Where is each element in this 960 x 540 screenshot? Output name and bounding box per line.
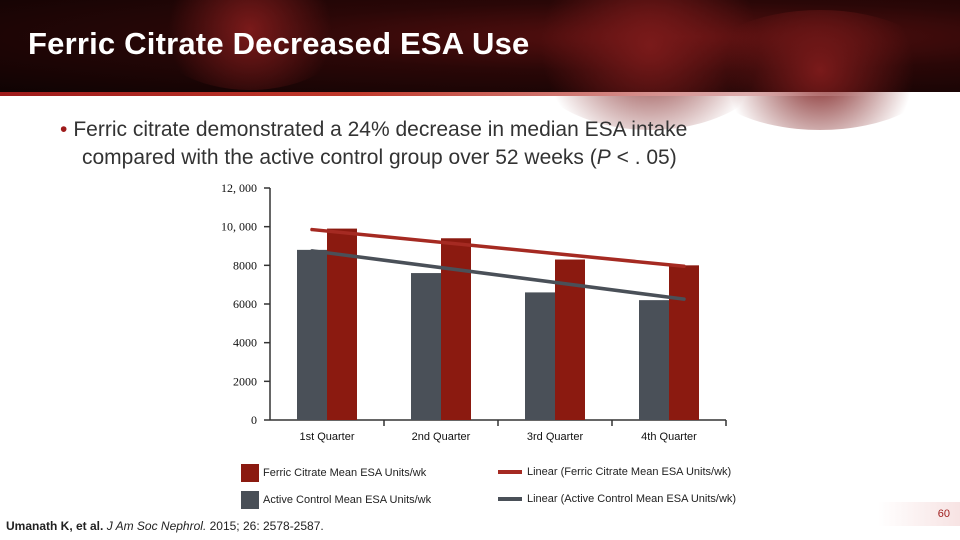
bar-active-control xyxy=(411,273,441,420)
y-tick-label: 4000 xyxy=(233,336,257,350)
legend-active-trend: Linear (Active Control Mean ESA Units/wk… xyxy=(498,493,736,505)
bar-active-control xyxy=(297,249,327,420)
slide-title: Ferric Citrate Decreased ESA Use xyxy=(28,26,530,61)
y-tick-label: 6000 xyxy=(233,297,257,311)
x-category-label: 2nd Quarter xyxy=(412,431,471,443)
bullet-dot: • xyxy=(60,118,68,141)
slide-header xyxy=(0,0,960,130)
citation-details: 2015; 26: 2578-2587. xyxy=(206,519,324,533)
legend-ferric-trend-label: Linear (Ferric Citrate Mean ESA Units/wk… xyxy=(527,466,732,478)
legend-active-swatch xyxy=(241,491,259,509)
trendline-active xyxy=(310,249,686,301)
legend-active: Active Control Mean ESA Units/wk xyxy=(241,491,431,509)
y-tick-label: 12, 000 xyxy=(221,181,257,195)
bullet-line2: compared with the active control group o… xyxy=(60,144,880,172)
bullet-text: • Ferric citrate demonstrated a 24% decre… xyxy=(60,116,880,172)
bullet-line2-text: compared with the active control group o… xyxy=(82,146,597,169)
x-category-label: 3rd Quarter xyxy=(527,431,584,443)
accent-bar xyxy=(0,92,885,96)
legend-ferric-trend: Linear (Ferric Citrate Mean ESA Units/wk… xyxy=(498,466,731,478)
legend-active-trend-swatch xyxy=(498,497,522,501)
bullet-line2-end: < . 05) xyxy=(610,146,677,169)
citation: Umanath K, et al. J Am Soc Nephrol. 2015… xyxy=(6,519,324,533)
y-tick-label: 8000 xyxy=(233,258,257,272)
bar-ferric-citrate xyxy=(327,228,357,420)
bar-ferric-citrate xyxy=(669,265,699,420)
bullet-line1: Ferric citrate demonstrated a 24% decrea… xyxy=(73,118,688,141)
bullet-p-value: P xyxy=(596,146,611,169)
legend-active-trend-label: Linear (Active Control Mean ESA Units/wk… xyxy=(527,493,737,505)
y-tick-label: 2000 xyxy=(233,374,257,388)
legend-active-label: Active Control Mean ESA Units/wk xyxy=(263,494,432,506)
legend-ferric-swatch xyxy=(241,464,259,482)
y-tick-label: 10, 000 xyxy=(221,220,257,234)
header-texture xyxy=(700,10,940,130)
bar-active-control xyxy=(639,300,669,420)
y-tick-label: 0 xyxy=(251,413,257,427)
legend-ferric-label: Ferric Citrate Mean ESA Units/wk xyxy=(263,467,427,479)
trendline-ferric xyxy=(310,227,686,269)
citation-authors: Umanath K, et al. xyxy=(6,519,107,533)
legend-ferric-trend-swatch xyxy=(498,470,522,474)
page-number: 60 xyxy=(878,502,960,526)
bar-ferric-citrate xyxy=(441,238,471,420)
legend-ferric: Ferric Citrate Mean ESA Units/wk xyxy=(241,464,426,482)
x-category-label: 4th Quarter xyxy=(641,431,697,443)
citation-journal: J Am Soc Nephrol. xyxy=(106,519,207,533)
x-category-label: 1st Quarter xyxy=(299,431,354,443)
bar-active-control xyxy=(525,292,555,420)
